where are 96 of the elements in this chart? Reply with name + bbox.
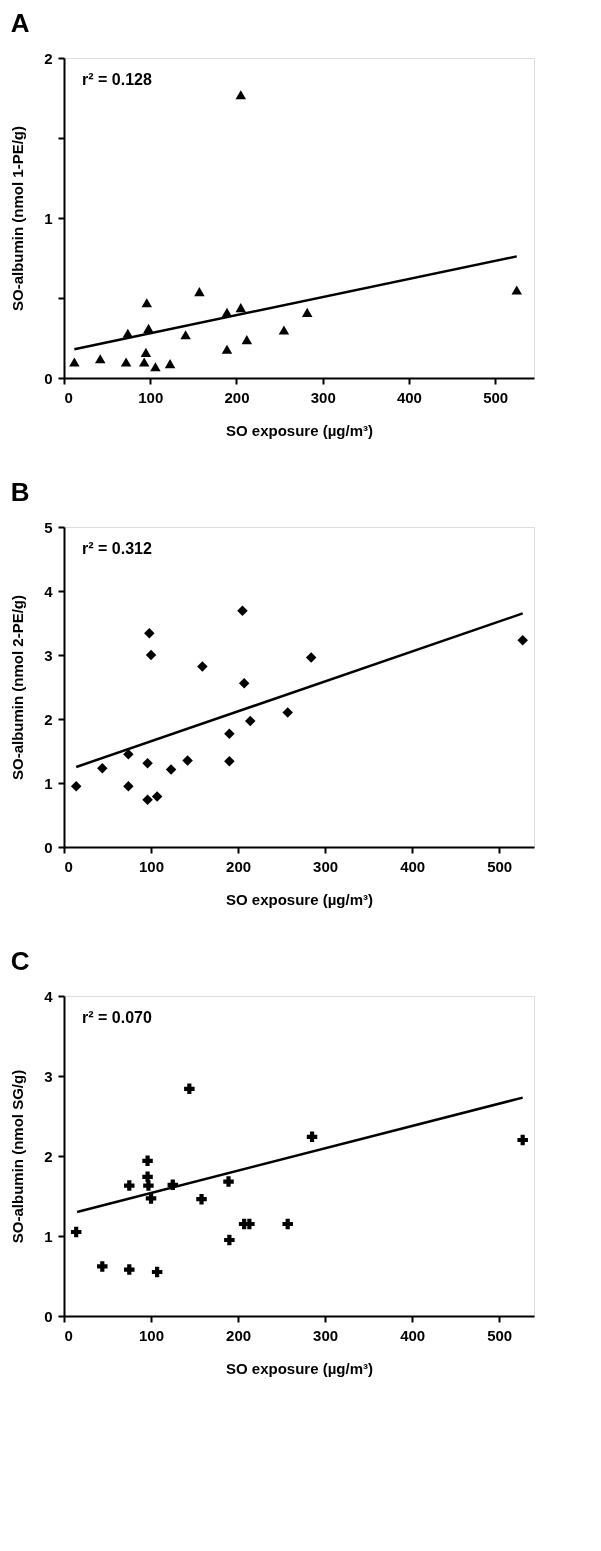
y-tick-label: 0 [44,838,53,856]
chart-title: A [10,8,30,38]
annotation: r² = 0.070 [82,1009,152,1026]
point [144,628,155,639]
y-tick-label: 0 [44,1307,53,1325]
y-axis-title: SO-albumin (nmol 2-PE/g) [9,594,27,781]
point [305,652,317,663]
y-tick-label: 0 [44,369,53,387]
x-tick-label: 200 [224,388,250,406]
point [97,1261,108,1272]
point [145,649,157,661]
point [142,757,153,769]
point [70,780,82,792]
x-tick-label: 500 [487,857,513,875]
y-axis-title: SO-albumin (nmol SG/g) [9,1069,27,1244]
x-tick-label: 200 [226,857,252,875]
point [282,1218,293,1230]
point [194,287,205,297]
point [138,357,150,367]
x-tick-label: 100 [138,388,164,406]
point [120,357,132,367]
point [517,635,528,646]
point [97,763,108,774]
y-axis-title: SO-albumin (nmol 1-PE/g) [9,125,27,312]
x-tick-label: 500 [483,388,509,406]
y-tick-label: 5 [44,518,53,536]
point [184,1083,195,1095]
y-tick-label: 2 [44,1147,53,1165]
y-tick-label: 2 [44,49,53,67]
point [245,715,256,727]
point [164,359,176,369]
point [70,1226,82,1238]
point [301,307,313,317]
point [124,1264,135,1275]
y-tick-label: 4 [44,987,54,1005]
x-tick-label: 200 [226,1326,252,1344]
point [123,780,134,792]
point [235,90,247,100]
x-tick-label: 400 [400,1326,426,1344]
point [306,1131,318,1143]
point [143,1180,154,1191]
point [182,755,193,766]
x-tick-label: 300 [310,388,336,406]
point [224,728,235,739]
point [197,661,208,672]
point [224,756,235,767]
point [140,347,152,357]
x-tick-label: 300 [313,1326,339,1344]
y-tick-label: 4 [44,582,54,600]
point [142,1155,153,1167]
point [94,354,106,364]
point [124,1180,135,1191]
point [282,707,293,718]
point [151,791,163,802]
x-tick-label: 300 [313,857,339,875]
point [238,677,250,689]
point [235,303,247,313]
point [69,357,80,367]
point [165,764,177,775]
point [511,285,522,295]
point [223,1176,234,1187]
annotation: r² = 0.312 [82,540,152,557]
point [151,1266,163,1278]
x-axis-title: SO exposure (µg/m³) [226,890,373,908]
point [180,330,191,340]
x-axis-title: SO exposure (µg/m³) [226,421,373,439]
point [142,1171,153,1183]
y-tick-label: 1 [44,209,53,227]
y-tick-label: 1 [44,1227,53,1245]
point [145,1193,157,1204]
y-tick-label: 1 [44,774,53,792]
annotation: r² = 0.128 [82,71,152,88]
x-tick-label: 0 [64,1326,73,1344]
x-tick-label: 400 [400,857,426,875]
x-axis-title: SO exposure (µg/m³) [226,1359,373,1377]
point [278,325,290,335]
point [142,794,153,805]
chart-title: C [10,946,30,976]
y-tick-label: 2 [44,710,53,728]
y-tick-label: 3 [44,646,53,664]
point [221,344,233,354]
point [517,1134,528,1146]
y-tick-label: 3 [44,1067,53,1085]
point [196,1193,207,1205]
point [224,1234,235,1246]
point [150,362,161,372]
point [241,335,253,345]
x-tick-label: 0 [64,857,73,875]
x-tick-label: 100 [139,857,165,875]
point [141,298,153,308]
x-tick-label: 400 [396,388,422,406]
chart-title: B [10,477,30,507]
x-tick-label: 100 [139,1326,165,1344]
point [237,605,248,617]
x-tick-label: 500 [487,1326,513,1344]
x-tick-label: 0 [64,388,73,406]
